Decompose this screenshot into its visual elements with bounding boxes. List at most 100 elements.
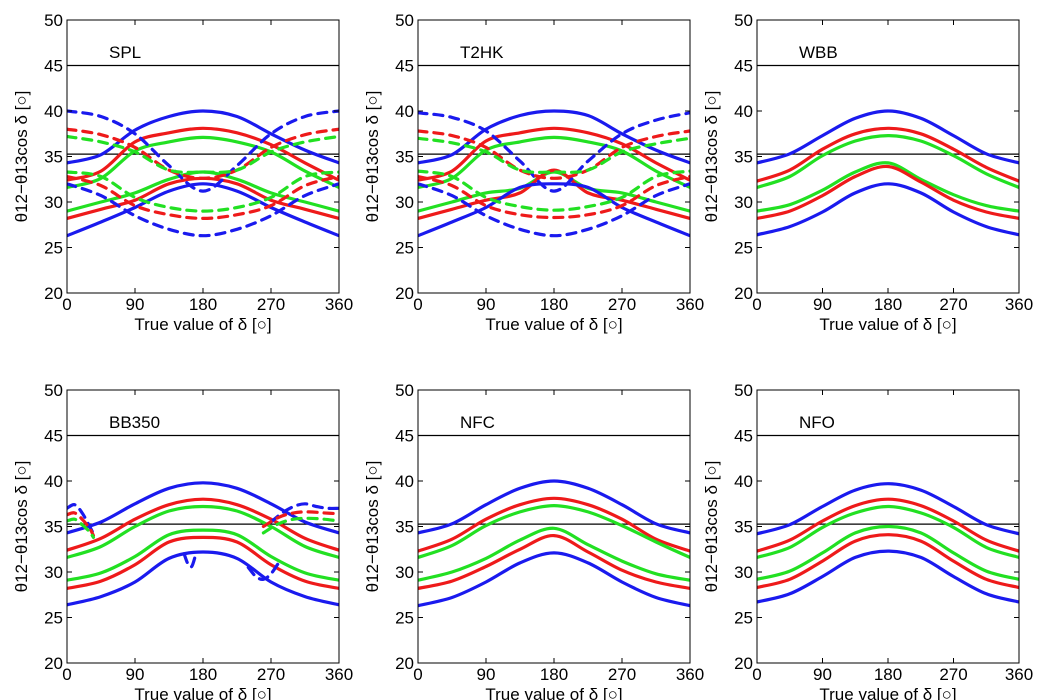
- y-tick-label: 35: [395, 148, 414, 167]
- series-line-red-dashed: [67, 511, 95, 538]
- x-tick-label: 0: [62, 295, 71, 314]
- y-tick-label: 40: [44, 472, 63, 491]
- y-axis-label: θ12−θ13cos δ [○]: [363, 91, 382, 223]
- panel-nfo: 0 90 180 270 360 20 25 30 35 40 45 50 NFO True value …: [702, 381, 1033, 700]
- y-tick-label: 50: [734, 11, 753, 30]
- series-line-green-dashed: [67, 517, 95, 539]
- series-line-blue-dashed: [418, 111, 690, 193]
- y-tick-label: 50: [395, 381, 414, 400]
- curves: [757, 109, 1019, 237]
- x-tick-label: 90: [126, 665, 145, 684]
- y-tick-label: 25: [395, 239, 414, 258]
- series-line-red-dashed: [261, 510, 339, 529]
- series-line-red-dashed: [67, 174, 339, 220]
- x-tick-label: 90: [126, 295, 145, 314]
- series-line-green-solid: [418, 526, 690, 582]
- x-tick-label: 360: [676, 295, 704, 314]
- panel-spl: 0 90 180 270 360 20 25 30 35 40 45 50 SPL True value …: [12, 11, 353, 334]
- x-tick-label: 180: [540, 295, 568, 314]
- curves: [67, 109, 339, 238]
- y-axis-label: θ12−θ13cos δ [○]: [12, 461, 31, 593]
- series-line-blue-solid: [757, 182, 1019, 237]
- y-tick-label: 30: [734, 563, 753, 582]
- y-tick-label: 40: [734, 102, 753, 121]
- y-tick-label: 25: [44, 239, 63, 258]
- panel-t2hk: 0 90 180 270 360 20 25 30 35 40 45 50 T2HK True value…: [363, 11, 704, 334]
- series-line-red-solid: [757, 126, 1019, 183]
- series-line-red-solid: [418, 496, 690, 553]
- x-tick-label: 90: [477, 665, 496, 684]
- x-tick-label: 270: [257, 665, 285, 684]
- x-tick-label: 0: [413, 295, 422, 314]
- y-axis-label: θ12−θ13cos δ [○]: [702, 461, 721, 593]
- series-line-blue-solid: [757, 109, 1019, 165]
- series-line-red-solid: [67, 497, 339, 552]
- series-line-green-dashed: [418, 169, 690, 212]
- y-tick-label: 20: [395, 284, 414, 303]
- y-tick-label: 20: [44, 654, 63, 673]
- series-line-blue-solid: [67, 481, 339, 535]
- panel-wbb: 0 90 180 270 360 20 25 30 35 40 45 50 WBB True value …: [702, 11, 1033, 334]
- series-line-red-solid: [418, 534, 690, 590]
- y-tick-label: 50: [395, 11, 414, 30]
- panel-title: BB350: [109, 413, 160, 432]
- y-tick-label: 20: [395, 654, 414, 673]
- series-line-blue-dashed: [246, 561, 281, 581]
- y-tick-label: 25: [44, 609, 63, 628]
- plot-frame: [756, 19, 1020, 294]
- series-line-green-solid: [757, 504, 1019, 559]
- x-tick-label: 360: [1005, 295, 1033, 314]
- y-tick-label: 35: [734, 148, 753, 167]
- x-tick-label: 270: [939, 295, 967, 314]
- y-tick-label: 45: [734, 427, 753, 446]
- panel-title: SPL: [109, 43, 141, 62]
- series-line-red-solid: [757, 497, 1019, 553]
- series-line-green-solid: [418, 504, 690, 559]
- series-line-green-solid: [757, 161, 1019, 213]
- series-line-blue-dashed: [67, 109, 339, 193]
- y-tick-label: 20: [734, 284, 753, 303]
- y-tick-label: 40: [734, 472, 753, 491]
- series-line-red-dashed: [418, 129, 690, 180]
- y-tick-label: 30: [734, 193, 753, 212]
- x-axis-label: True value of δ [○]: [134, 685, 271, 700]
- x-tick-label: 90: [477, 295, 496, 314]
- y-tick-label: 50: [44, 11, 63, 30]
- panel-bb350: 0 90 180 270 360 20 25 30 35 40 45 50 BB350 True valu…: [12, 381, 353, 700]
- x-tick-label: 270: [608, 295, 636, 314]
- y-tick-label: 30: [44, 193, 63, 212]
- y-tick-label: 25: [734, 609, 753, 628]
- series-line-green-dashed: [67, 170, 339, 213]
- series-line-red-solid: [757, 164, 1019, 220]
- x-tick-label: 90: [813, 295, 832, 314]
- x-axis-label: True value of δ [○]: [134, 315, 271, 334]
- series-line-blue-dashed: [67, 182, 339, 238]
- series-line-blue-solid: [67, 182, 339, 238]
- series-line-blue-dashed: [182, 552, 197, 569]
- y-axis-label: θ12−θ13cos δ [○]: [363, 461, 382, 593]
- x-tick-label: 0: [752, 295, 761, 314]
- y-tick-label: 30: [395, 193, 414, 212]
- y-tick-label: 50: [734, 381, 753, 400]
- y-tick-label: 50: [44, 381, 63, 400]
- series-line-red-solid: [418, 126, 690, 182]
- x-tick-label: 270: [939, 665, 967, 684]
- y-tick-label: 40: [395, 472, 414, 491]
- y-tick-label: 35: [44, 148, 63, 167]
- series-line-red-dashed: [67, 127, 339, 180]
- x-tick-label: 360: [325, 665, 353, 684]
- x-tick-label: 180: [189, 665, 217, 684]
- series-line-blue-dashed: [269, 502, 339, 524]
- y-tick-label: 30: [395, 563, 414, 582]
- x-tick-label: 180: [874, 295, 902, 314]
- y-tick-label: 35: [44, 518, 63, 537]
- panel-title: NFO: [799, 413, 835, 432]
- series-line-green-solid: [757, 524, 1019, 581]
- y-tick-label: 45: [734, 57, 753, 76]
- curves: [67, 481, 339, 607]
- series-line-red-solid: [67, 535, 339, 590]
- x-axis-label: True value of δ [○]: [819, 315, 956, 334]
- series-line-blue-solid: [757, 482, 1019, 536]
- panel-nfc: 0 90 180 270 360 20 25 30 35 40 45 50 NFC True value …: [363, 381, 704, 700]
